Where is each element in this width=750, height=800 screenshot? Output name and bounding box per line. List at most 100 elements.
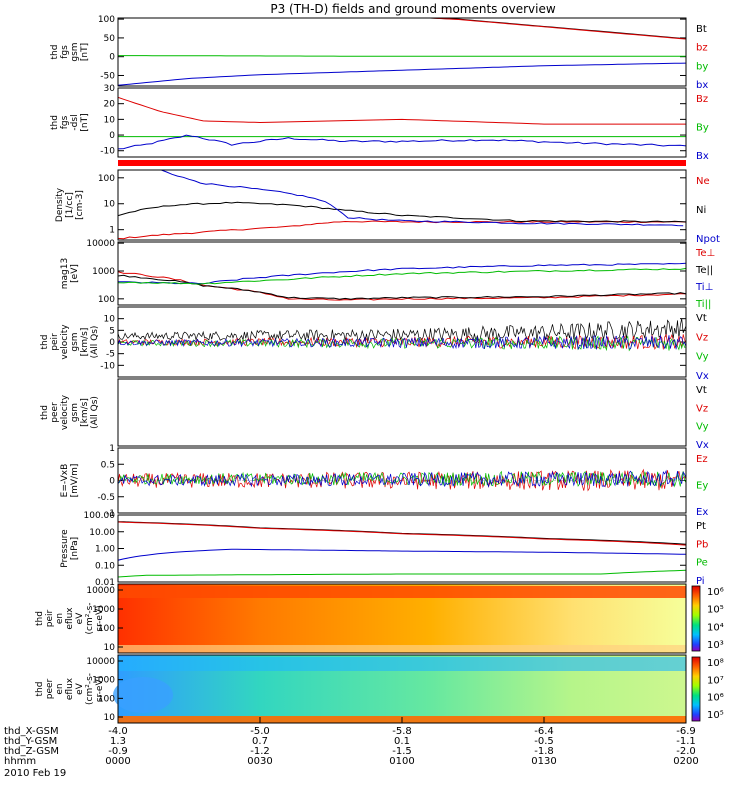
panel-peir-eflux-ylabel: peir bbox=[45, 609, 55, 627]
series-line-bz bbox=[118, 18, 686, 40]
xaxis-value: 0000 bbox=[105, 756, 130, 767]
xaxis-value: -1.5 bbox=[392, 746, 412, 757]
panel-peir-velocity-ylabel: peir bbox=[50, 333, 60, 351]
panel-fgs-ylabel: thd bbox=[50, 45, 60, 60]
colorbar bbox=[691, 656, 701, 722]
y-tick-label: 10 bbox=[104, 643, 116, 653]
xaxis-value: -1.8 bbox=[534, 746, 554, 757]
y-tick-label: 100.00 bbox=[84, 511, 116, 521]
y-tick-label: 1000 bbox=[92, 267, 115, 277]
panel-peir-velocity-ylabel: thd bbox=[40, 335, 50, 350]
panel-fgs-dsl: thd fgs -dsl [nT] 30 20 10 0 -10 Bz By Bx bbox=[50, 84, 709, 162]
panel-peer-eflux-ylabel: peer bbox=[45, 678, 55, 699]
colorbar-tick-label: 10⁵ bbox=[707, 710, 724, 721]
legend-Bx: Bx bbox=[696, 151, 709, 162]
panel-peir-velocity-ylabel: velocity bbox=[60, 324, 70, 360]
heatmap-band bbox=[118, 657, 686, 671]
series-line-Ti⊥ bbox=[118, 262, 686, 285]
xaxis-value: -5.8 bbox=[392, 726, 412, 737]
panel-peer-velocity-ylabel: [km/s] bbox=[80, 398, 90, 427]
y-tick-label: 10 bbox=[104, 200, 116, 210]
panel-peir-eflux: thd peir en eflux eV (cm²-s-sr-eV) 10000 1000 10… bbox=[35, 583, 724, 654]
colorbar bbox=[691, 585, 701, 652]
legend-Vz: Vz bbox=[696, 403, 708, 414]
panel-fgs-dsl-ylabel: [nT] bbox=[80, 113, 90, 131]
panel-efield-ylabel: E=-VxB bbox=[60, 464, 70, 498]
y-tick-label: 0.01 bbox=[95, 578, 115, 588]
panel-fgs-dsl-ylabel: -dsl bbox=[70, 114, 80, 130]
panel-frame bbox=[117, 378, 687, 447]
panel-peer-velocity-ylabel: peer bbox=[50, 402, 60, 423]
series-line-Bx bbox=[118, 134, 686, 150]
y-tick-label: 1.00 bbox=[95, 545, 115, 555]
y-tick-label: -5 bbox=[106, 350, 115, 360]
y-tick-label: 100 bbox=[98, 694, 115, 704]
y-tick-label: -1 bbox=[106, 509, 115, 519]
legend-bx: bx bbox=[696, 80, 708, 91]
series-line-Ti|| bbox=[118, 267, 686, 285]
panel-frame bbox=[117, 87, 687, 158]
y-tick-label: 100 bbox=[98, 15, 115, 25]
legend-Bt: Bt bbox=[696, 24, 707, 35]
y-tick-label: 10.00 bbox=[89, 528, 115, 538]
y-tick-label: -0.5 bbox=[97, 493, 115, 503]
panel-fgs-ylabel: fgs bbox=[60, 45, 70, 59]
panel-fgs-ylabel: gsm bbox=[70, 42, 80, 61]
y-tick-label: 0.5 bbox=[101, 460, 115, 470]
legend-Ti⊥: Ti⊥ bbox=[695, 282, 713, 293]
y-tick-label: 0 bbox=[109, 53, 115, 63]
panel-frame bbox=[117, 241, 687, 306]
xaxis-row-label: thd_Y-GSM bbox=[4, 736, 57, 747]
xaxis-value: -1.1 bbox=[676, 736, 696, 747]
legend-Vt: Vt bbox=[696, 313, 707, 324]
y-tick-label: 10 bbox=[104, 115, 116, 125]
legend-Npot: Npot bbox=[696, 234, 720, 245]
y-tick-label: 1 bbox=[109, 444, 115, 454]
legend-Pi: Pi bbox=[696, 576, 705, 587]
legend-Vz: Vz bbox=[696, 332, 708, 343]
y-tick-label: 50 bbox=[104, 34, 116, 44]
legend-Pt: Pt bbox=[696, 521, 706, 532]
xaxis-row-label: thd_X-GSM bbox=[4, 726, 59, 737]
figure-title: P3 (TH-D) fields and ground moments over… bbox=[270, 2, 555, 16]
panel-pressure-ylabel: [nPa] bbox=[70, 537, 80, 560]
series-line-Ey bbox=[118, 470, 686, 489]
xaxis-value: 0100 bbox=[389, 756, 414, 767]
panel-frame bbox=[117, 447, 687, 514]
panel-peir-velocity-ylabel: gsm bbox=[70, 332, 80, 351]
series-line-Te|| bbox=[118, 274, 686, 300]
y-tick-label: 30 bbox=[104, 84, 116, 94]
panel-peir-eflux-ylabel: thd bbox=[35, 611, 45, 626]
legend-Ey: Ey bbox=[696, 481, 708, 492]
panel-temperature: mag13 [eV] 10000 1000 100 Te⊥ Te|| Ti⊥ Ti|| bbox=[60, 239, 715, 310]
panel-frame bbox=[117, 17, 687, 87]
xaxis-value: 0.1 bbox=[394, 736, 410, 747]
series-line-Ex bbox=[118, 469, 686, 488]
legend-Ti||: Ti|| bbox=[695, 299, 711, 310]
xaxis-value: 0130 bbox=[531, 756, 556, 767]
xaxis-value: 1.3 bbox=[110, 736, 126, 747]
legend-Bz: Bz bbox=[696, 94, 708, 105]
panel-temperature-ylabel: mag13 bbox=[60, 258, 70, 289]
y-tick-label: 10000 bbox=[86, 586, 115, 596]
y-tick-label: 10 bbox=[104, 713, 116, 723]
heatmap-blob bbox=[113, 677, 173, 713]
y-tick-label: 100 bbox=[98, 174, 115, 184]
panel-peer-velocity-ylabel: thd bbox=[40, 405, 50, 420]
y-tick-label: 10 bbox=[104, 315, 116, 325]
colorbar-tick-label: 10⁷ bbox=[707, 675, 724, 686]
panel-efield-ylabel: [mV/m] bbox=[70, 464, 80, 498]
y-tick-label: 0 bbox=[109, 338, 115, 348]
y-tick-label: -10 bbox=[100, 147, 115, 157]
panel-pressure-ylabel: Pressure bbox=[60, 529, 70, 568]
y-tick-label: 0 bbox=[109, 477, 115, 487]
legend-by: by bbox=[696, 61, 708, 72]
colorbar-tick-label: 10⁶ bbox=[707, 693, 724, 704]
panel-fgs-dsl-ylabel: thd bbox=[50, 115, 60, 130]
xaxis-value: -2.0 bbox=[676, 746, 696, 757]
series-line-Npot bbox=[160, 170, 684, 227]
xaxis-row-label: hhmm bbox=[4, 756, 36, 767]
panel-density-ylabel: [cm-3] bbox=[75, 190, 85, 220]
panel-peer-eflux-ylabel: sr-eV) bbox=[95, 676, 105, 702]
series-line-Pb bbox=[118, 521, 686, 546]
